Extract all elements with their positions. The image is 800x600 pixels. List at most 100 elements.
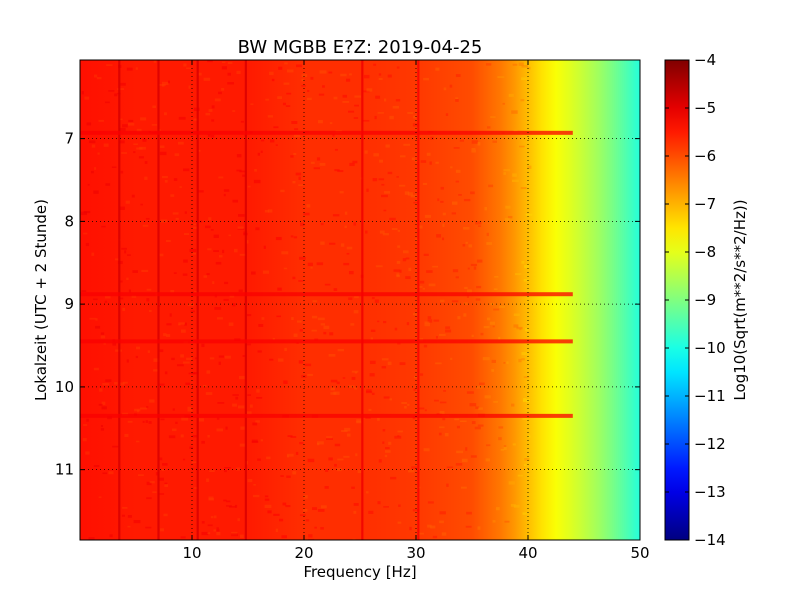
texture-speckle <box>291 121 298 124</box>
texture-speckle <box>330 379 338 383</box>
texture-speckle <box>247 185 251 188</box>
texture-speckle <box>287 435 293 438</box>
texture-speckle <box>423 77 430 81</box>
texture-speckle <box>276 315 282 318</box>
texture-speckle <box>203 77 211 81</box>
texture-speckle <box>120 280 123 283</box>
texture-speckle <box>275 144 278 146</box>
texture-speckle <box>133 519 141 524</box>
texture-speckle <box>343 455 350 458</box>
texture-speckle <box>336 467 342 472</box>
texture-speckle <box>396 260 401 264</box>
texture-speckle <box>151 124 158 126</box>
texture-speckle <box>486 126 491 129</box>
texture-speckle <box>365 491 369 494</box>
texture-speckle <box>404 406 407 409</box>
texture-speckle <box>344 427 351 432</box>
x-tick-label: 40 <box>518 544 537 562</box>
texture-speckle <box>108 90 115 92</box>
texture-speckle <box>295 451 299 455</box>
texture-speckle <box>329 242 336 245</box>
texture-speckle <box>237 226 244 230</box>
texture-speckle <box>300 222 305 227</box>
texture-speckle <box>340 243 345 247</box>
texture-speckle <box>407 112 414 114</box>
texture-speckle <box>373 63 377 66</box>
texture-speckle <box>351 486 355 489</box>
texture-speckle <box>255 227 260 231</box>
texture-speckle <box>333 96 338 100</box>
texture-speckle <box>238 375 245 380</box>
texture-speckle <box>162 463 168 466</box>
texture-speckle <box>506 361 509 364</box>
texture-speckle <box>377 112 384 114</box>
texture-speckle <box>88 140 96 144</box>
texture-speckle <box>127 515 132 518</box>
texture-speckle <box>511 110 518 114</box>
texture-speckle <box>281 535 287 539</box>
texture-speckle <box>295 172 302 176</box>
texture-speckle <box>102 472 108 475</box>
texture-speckle <box>434 399 439 402</box>
texture-speckle <box>397 229 401 232</box>
texture-speckle <box>333 288 338 292</box>
texture-speckle <box>517 474 524 477</box>
texture-speckle <box>83 210 91 214</box>
texture-speckle <box>206 370 211 374</box>
texture-speckle <box>491 369 495 372</box>
texture-speckle <box>476 285 482 289</box>
texture-speckle <box>242 355 247 357</box>
texture-speckle <box>161 84 165 87</box>
texture-speckle <box>435 362 442 365</box>
texture-speckle <box>468 244 473 248</box>
texture-speckle <box>224 355 231 359</box>
texture-speckle <box>503 361 506 364</box>
texture-speckle <box>127 420 133 423</box>
texture-speckle <box>370 337 373 340</box>
texture-speckle <box>108 471 114 475</box>
texture-speckle <box>307 458 315 463</box>
texture-speckle <box>239 443 246 447</box>
texture-speckle <box>170 194 175 197</box>
texture-speckle <box>521 358 525 361</box>
texture-speckle <box>198 149 201 152</box>
texture-speckle <box>120 82 126 86</box>
texture-speckle <box>153 358 160 362</box>
texture-speckle <box>119 206 125 210</box>
texture-speckle <box>136 128 142 132</box>
texture-speckle <box>187 406 192 410</box>
texture-speckle <box>131 295 137 298</box>
texture-speckle <box>440 186 444 190</box>
texture-speckle <box>280 475 284 477</box>
texture-speckle <box>267 115 273 118</box>
texture-speckle <box>80 211 87 216</box>
texture-speckle <box>120 170 124 174</box>
texture-speckle <box>232 199 239 203</box>
texture-speckle <box>419 373 424 376</box>
texture-speckle <box>103 143 109 147</box>
texture-speckle <box>503 169 511 172</box>
texture-speckle <box>342 94 348 98</box>
texture-speckle <box>266 456 271 460</box>
texture-speckle <box>320 222 324 226</box>
texture-speckle <box>101 401 106 406</box>
texture-speckle <box>397 430 403 433</box>
texture-speckle <box>256 389 260 393</box>
texture-speckle <box>301 74 308 77</box>
texture-speckle <box>252 422 258 426</box>
texture-speckle <box>155 472 159 476</box>
texture-speckle <box>101 406 107 410</box>
texture-speckle <box>362 119 370 122</box>
texture-speckle <box>85 451 90 455</box>
texture-speckle <box>356 420 362 424</box>
texture-speckle <box>332 214 340 217</box>
texture-speckle <box>161 469 165 471</box>
texture-speckle <box>513 313 520 316</box>
texture-speckle <box>459 139 464 142</box>
texture-speckle <box>178 323 181 326</box>
texture-speckle <box>271 78 275 82</box>
texture-speckle <box>210 229 214 231</box>
texture-speckle <box>521 352 528 356</box>
texture-speckle <box>337 458 344 461</box>
spectrogram-base <box>80 60 640 540</box>
